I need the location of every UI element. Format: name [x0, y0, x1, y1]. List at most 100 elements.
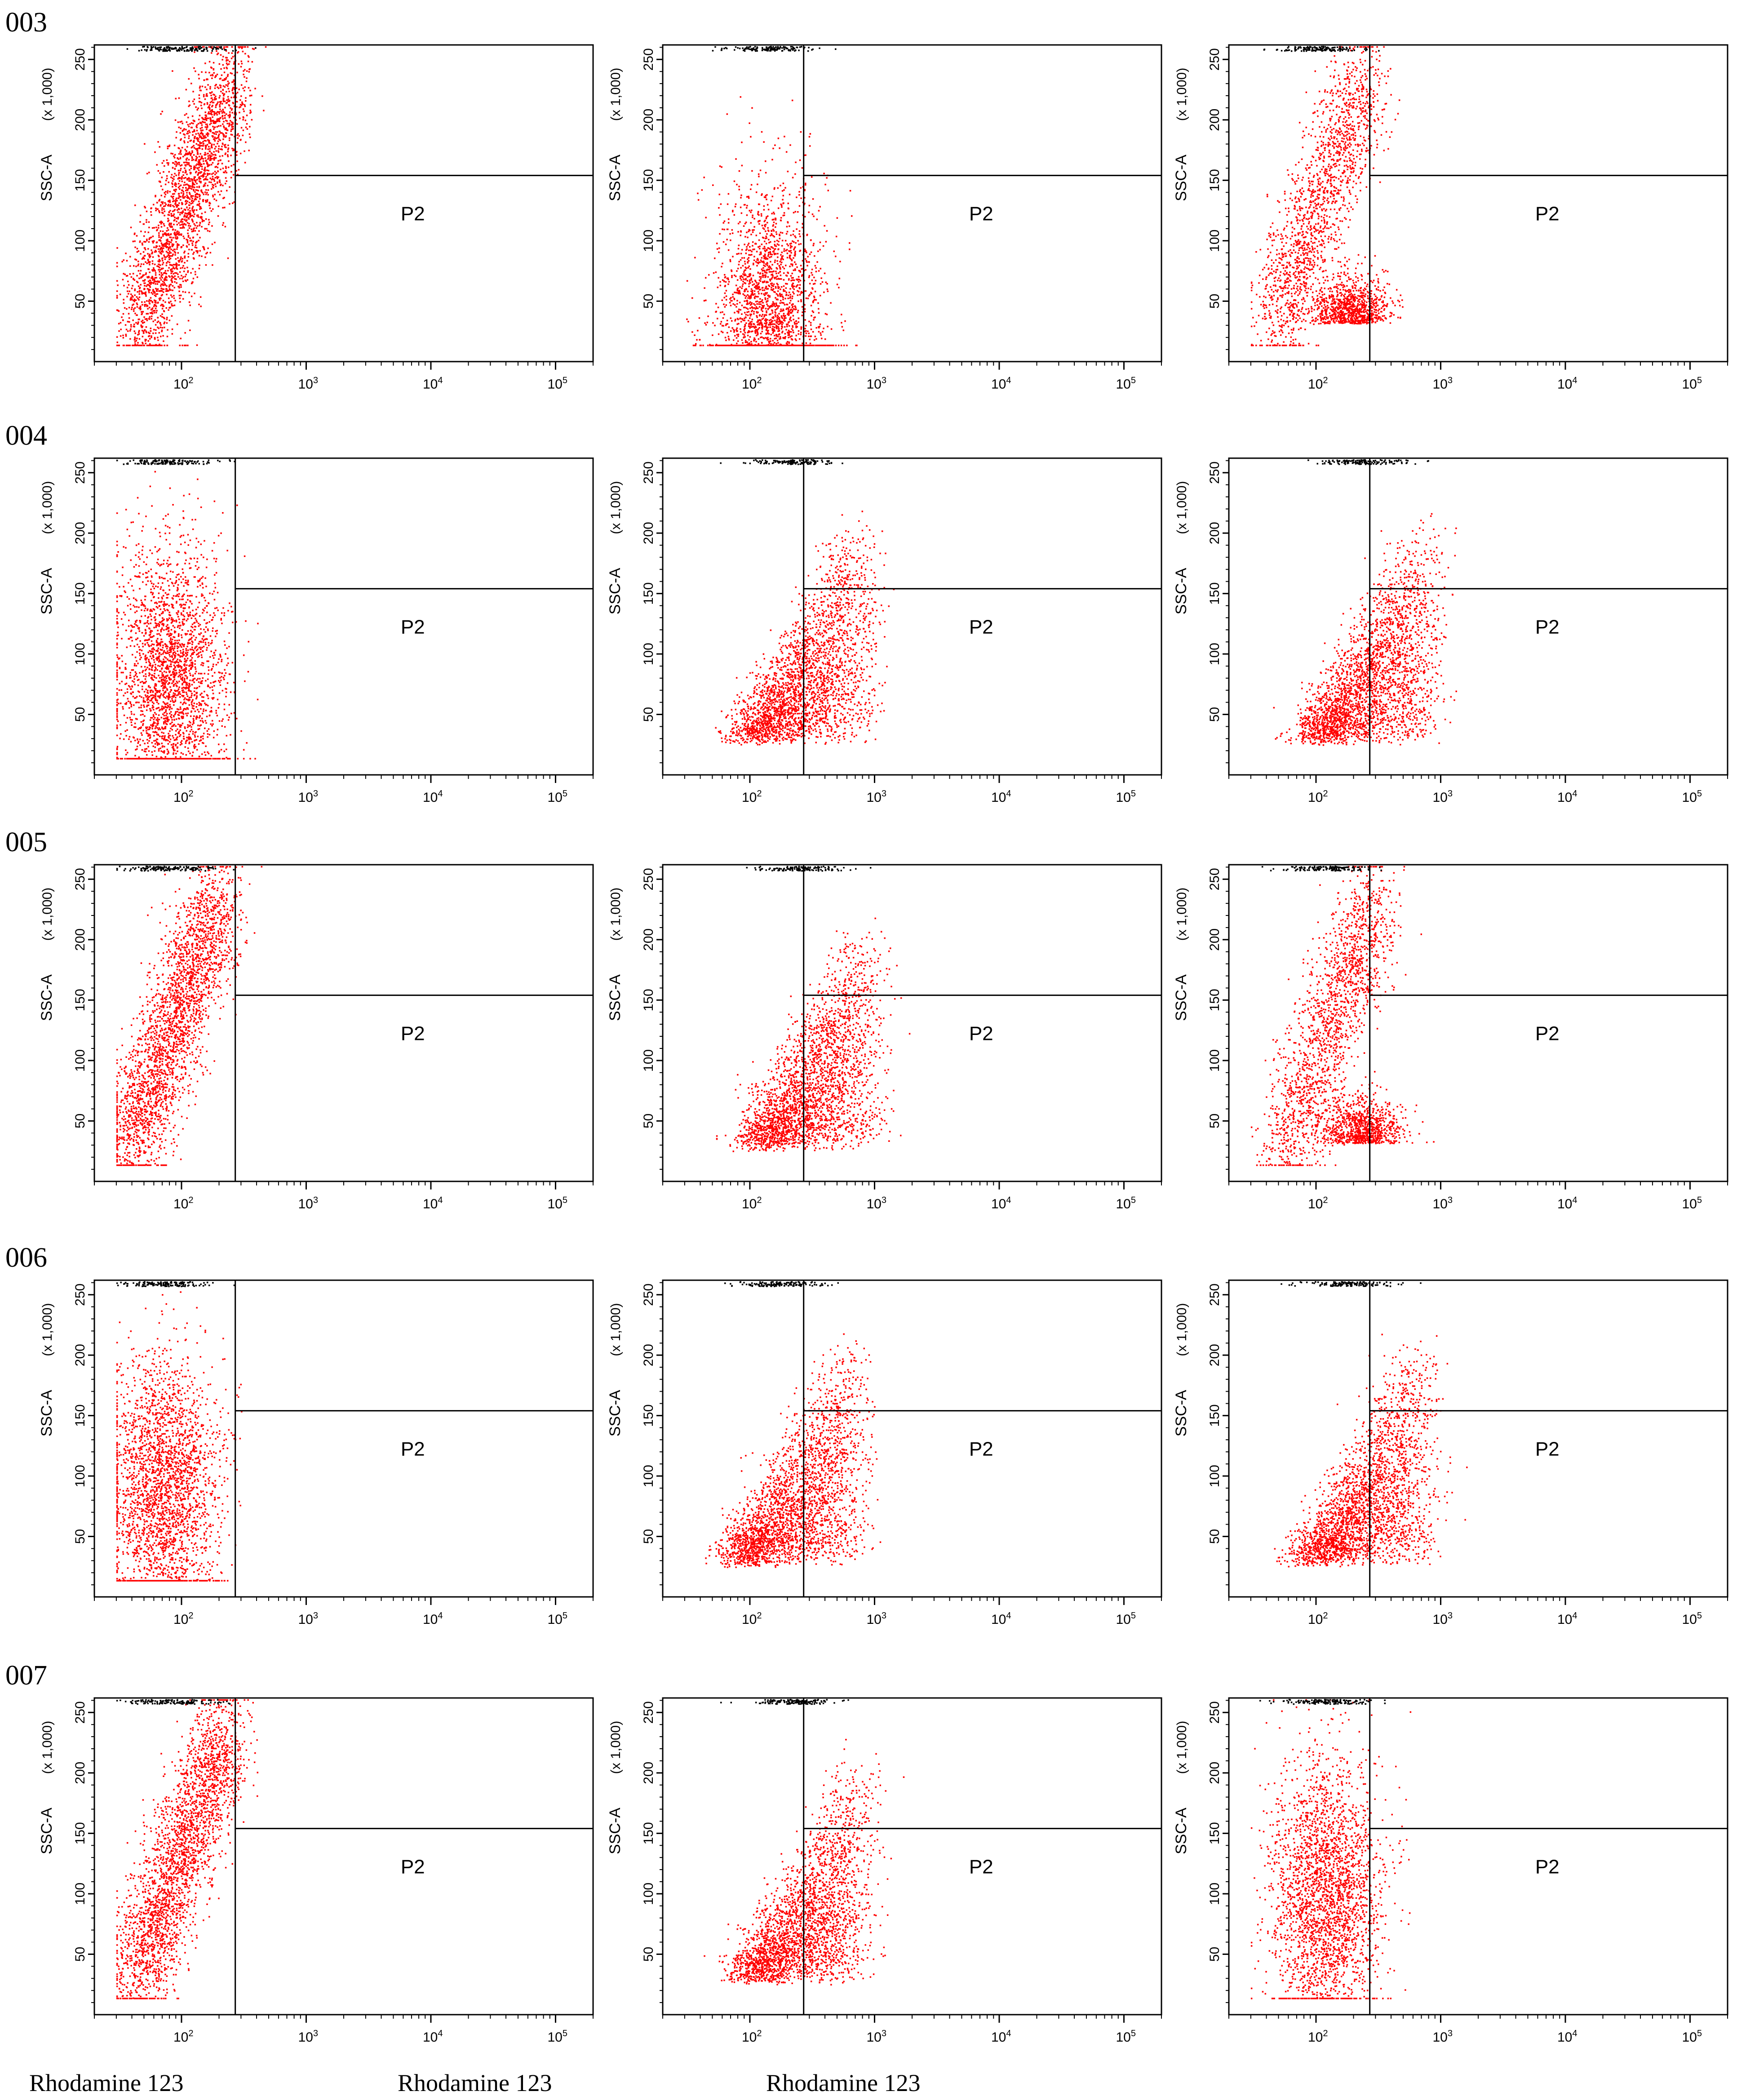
saturated-events: [1307, 459, 1429, 465]
x-tick-label: 102: [1308, 1611, 1328, 1627]
y-tick-label: 250: [1207, 1283, 1222, 1306]
event-dots: [116, 1291, 243, 1582]
x-tick-label: 104: [991, 2029, 1011, 2045]
y-tick-label: 250: [73, 868, 88, 890]
y-tick-label: 100: [1207, 1883, 1222, 1905]
y-tick-label: 200: [641, 109, 656, 131]
x-axis-label: Rhodamine 123: [766, 2069, 920, 2096]
y-tick-label: 150: [641, 1822, 656, 1844]
y-tick-label: 100: [73, 1883, 88, 1905]
y-tick-label: 250: [1207, 48, 1222, 71]
x-tick-label: 102: [173, 376, 194, 392]
gate-label: P2: [1535, 1023, 1560, 1045]
y-tick-label: 50: [1207, 707, 1222, 722]
gate-label: P2: [401, 203, 425, 225]
saturated-events: [116, 1281, 235, 1287]
gate-label: P2: [1535, 1438, 1560, 1460]
plot-frame: [662, 1279, 1162, 1598]
saturated-events: [1281, 1281, 1422, 1287]
y-tick-label: 250: [1207, 868, 1222, 890]
panel-004-3: P2 50 100 150 200 250 SSC-A (x 1,000) 102 103 104 1…: [1173, 457, 1728, 805]
y-tick-label: 100: [73, 230, 88, 252]
y-axis-multiplier: (x 1,000): [1174, 888, 1189, 941]
y-tick-label: 250: [73, 461, 88, 484]
event-dots: [116, 1699, 258, 1999]
y-tick-label: 250: [641, 461, 656, 484]
saturated-events: [724, 1281, 839, 1287]
x-tick-label: 102: [1308, 2029, 1328, 2045]
y-tick-label: 200: [641, 928, 656, 951]
plot-frame: [662, 1697, 1162, 2016]
y-tick-label: 100: [1207, 1465, 1222, 1487]
x-tick-label: 105: [1682, 2029, 1702, 2045]
x-tick-label: 102: [173, 789, 194, 805]
x-tick-label: 105: [1682, 789, 1702, 805]
x-tick-label: 102: [173, 2029, 194, 2045]
y-axis-label: SSC-A: [38, 568, 55, 615]
panel-005-3: P2 50 100 150 200 250 SSC-A (x 1,000) 102 103 104 1…: [1173, 864, 1728, 1211]
x-tick-label: 105: [547, 2029, 567, 2045]
x-tick-label: 103: [298, 1611, 318, 1627]
panel-005-2: P2 50 100 150 200 250 SSC-A (x 1,000) 102 103 104 1…: [607, 864, 1162, 1211]
panel-005-1: P2 50 100 150 200 250 SSC-A (x 1,000) 102 103 104 1…: [38, 864, 594, 1211]
x-tick-label: 104: [423, 1611, 443, 1627]
event-dots: [704, 1739, 905, 1986]
y-tick-label: 150: [1207, 989, 1222, 1011]
gate-label: P2: [969, 1438, 993, 1460]
y-tick-label: 100: [73, 1049, 88, 1072]
x-tick-label: 104: [1557, 2029, 1578, 2045]
event-dots: [116, 46, 267, 346]
x-tick-label: 105: [547, 1611, 567, 1627]
y-tick-label: 50: [73, 1529, 88, 1544]
y-axis-multiplier: (x 1,000): [1174, 1721, 1189, 1774]
y-tick-label: 250: [73, 1283, 88, 1306]
x-tick-label: 104: [423, 789, 443, 805]
y-axis-multiplier: (x 1,000): [40, 888, 55, 941]
plot-frame: [662, 864, 1162, 1182]
y-tick-label: 150: [73, 989, 88, 1011]
y-axis-label: SSC-A: [38, 155, 55, 201]
panel-004-1: P2 50 100 150 200 250 SSC-A (x 1,000) 102 103 104 1…: [38, 457, 594, 805]
row-label-003: 003: [5, 7, 47, 38]
y-axis-multiplier: (x 1,000): [608, 68, 623, 121]
x-tick-label: 103: [866, 1611, 886, 1627]
saturated-events: [1261, 866, 1382, 872]
y-axis-label: SSC-A: [38, 1808, 55, 1854]
y-tick-label: 100: [73, 1465, 88, 1487]
y-tick-label: 50: [73, 707, 88, 722]
y-axis-label: SSC-A: [607, 1808, 624, 1854]
saturated-events: [1263, 46, 1380, 52]
y-tick-label: 100: [1207, 1049, 1222, 1072]
x-tick-label: 103: [298, 1195, 318, 1211]
y-axis-multiplier: (x 1,000): [1174, 481, 1189, 534]
x-tick-label: 103: [1432, 376, 1453, 392]
y-axis-multiplier: (x 1,000): [1174, 68, 1189, 121]
y-tick-label: 50: [1207, 1114, 1222, 1128]
y-tick-label: 250: [641, 48, 656, 71]
panel-006-3: P2 50 100 150 200 250 SSC-A (x 1,000) 102 103 104 1…: [1173, 1279, 1728, 1627]
x-tick-label: 103: [298, 789, 318, 805]
y-tick-label: 200: [1207, 1344, 1222, 1366]
y-tick-label: 50: [1207, 1529, 1222, 1544]
y-tick-label: 200: [1207, 522, 1222, 544]
x-tick-label: 103: [1432, 1195, 1453, 1211]
y-axis-multiplier: (x 1,000): [40, 1721, 55, 1774]
x-tick-label: 103: [298, 2029, 318, 2045]
gate-label: P2: [1535, 203, 1560, 225]
row-label-004: 004: [5, 420, 47, 451]
x-tick-label: 104: [1557, 376, 1578, 392]
y-tick-label: 250: [1207, 1701, 1222, 1724]
y-tick-label: 50: [641, 1114, 656, 1128]
event-dots: [686, 96, 858, 346]
y-tick-label: 150: [641, 582, 656, 605]
x-tick-label: 105: [1116, 376, 1136, 392]
gate-label: P2: [969, 616, 993, 638]
y-tick-label: 250: [73, 48, 88, 71]
x-tick-label: 104: [991, 376, 1011, 392]
x-tick-label: 103: [866, 376, 886, 392]
x-tick-label: 103: [1432, 789, 1453, 805]
x-tick-label: 104: [423, 1195, 443, 1211]
x-tick-label: 104: [1557, 1611, 1578, 1627]
y-axis-label: SSC-A: [607, 568, 624, 615]
